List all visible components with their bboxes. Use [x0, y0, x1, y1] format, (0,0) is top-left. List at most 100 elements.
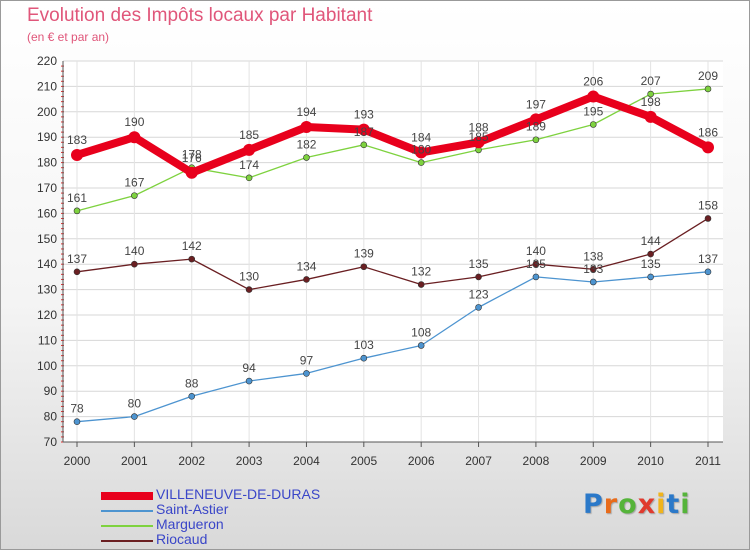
- data-label-riocaud: 135: [469, 257, 489, 271]
- data-label-margueron: 189: [526, 120, 546, 134]
- x-tick-label: 2004: [293, 454, 320, 468]
- data-point-villeneuve-de-duras: [472, 136, 485, 149]
- data-point-riocaud: [417, 281, 425, 288]
- data-point-saint-astier: [475, 304, 482, 311]
- legend-swatch: [101, 539, 153, 542]
- y-tick-label: 160: [37, 206, 57, 220]
- data-labels: 78 80 88 94 97 103 108 123 135 133 135 137 137 140 142…: [67, 69, 718, 416]
- y-tick-label: 100: [37, 359, 57, 373]
- x-tick-label: 2007: [465, 454, 492, 468]
- data-label-riocaud: 158: [698, 198, 718, 212]
- data-point-riocaud: [704, 215, 712, 222]
- data-point-villeneuve-de-duras: [128, 131, 141, 144]
- y-tick-label: 130: [37, 283, 57, 297]
- y-tick-label: 200: [37, 105, 57, 119]
- data-point-villeneuve-de-duras: [415, 146, 428, 159]
- data-point-villeneuve-de-duras: [185, 166, 198, 179]
- data-label-margueron: 207: [641, 74, 661, 88]
- data-point-villeneuve-de-duras: [243, 143, 256, 156]
- data-point-villeneuve-de-duras: [357, 123, 370, 136]
- data-point-saint-astier: [647, 273, 654, 281]
- data-point-riocaud: [73, 268, 81, 276]
- data-point-saint-astier: [245, 377, 253, 385]
- legend-swatch: [101, 509, 153, 512]
- data-label-riocaud: 132: [411, 265, 431, 279]
- data-point-villeneuve-de-duras: [300, 121, 313, 134]
- series-line-villeneuve-de-duras: [73, 92, 712, 177]
- data-label-saint-astier: 133: [583, 262, 603, 276]
- data-label-villeneuve-de-duras: 185: [239, 128, 259, 142]
- data-label-saint-astier: 137: [698, 252, 718, 266]
- data-label-saint-astier: 108: [411, 325, 431, 339]
- data-label-villeneuve-de-duras: 206: [583, 75, 603, 89]
- data-point-margueron: [704, 85, 712, 93]
- data-label-saint-astier: 94: [242, 361, 256, 375]
- data-label-villeneuve-de-duras: 194: [296, 105, 316, 119]
- data-point-margueron: [245, 174, 253, 182]
- chart-subtitle: (en € et par an): [27, 30, 110, 44]
- data-label-saint-astier: 103: [354, 338, 374, 352]
- proxiti-logo: Proxiti: [583, 489, 691, 520]
- data-label-riocaud: 140: [124, 244, 144, 258]
- data-label-villeneuve-de-duras: 184: [411, 130, 431, 144]
- data-label-riocaud: 140: [526, 244, 546, 258]
- data-point-saint-astier: [532, 273, 540, 281]
- data-point-margueron: [131, 192, 138, 199]
- data-point-margueron: [360, 141, 368, 149]
- data-label-villeneuve-de-duras: 188: [469, 120, 489, 134]
- data-label-riocaud: 137: [67, 252, 87, 266]
- data-point-margueron: [647, 90, 654, 98]
- grid: [63, 60, 723, 443]
- data-point-villeneuve-de-duras: [702, 141, 714, 154]
- y-tick-label: 180: [37, 156, 57, 170]
- data-point-villeneuve-de-duras: [644, 110, 657, 123]
- data-label-riocaud: 130: [239, 270, 259, 284]
- data-label-riocaud: 142: [182, 239, 202, 253]
- data-label-margueron: 195: [583, 105, 603, 119]
- data-label-margueron: 185: [469, 130, 489, 144]
- axes: 7080901001101201301401501601701801902002…: [37, 54, 723, 468]
- legend-label: Riocaud: [156, 531, 208, 547]
- data-point-riocaud: [475, 273, 482, 281]
- data-label-saint-astier: 123: [469, 287, 489, 301]
- data-point-saint-astier: [704, 268, 712, 276]
- legend-label: VILLENEUVE-DE-DURAS: [156, 486, 321, 502]
- data-label-margueron: 161: [67, 191, 87, 205]
- data-point-saint-astier: [589, 278, 597, 286]
- x-tick-label: 2000: [64, 454, 91, 468]
- data-point-villeneuve-de-duras: [587, 90, 600, 103]
- data-point-saint-astier: [303, 370, 310, 377]
- data-point-saint-astier: [360, 354, 368, 362]
- data-point-riocaud: [245, 286, 253, 293]
- data-point-saint-astier: [188, 392, 196, 400]
- x-tick-label: 2002: [178, 454, 205, 468]
- data-point-saint-astier: [131, 413, 138, 420]
- data-point-riocaud: [360, 263, 368, 271]
- x-tick-label: 2001: [121, 454, 148, 468]
- y-tick-label: 80: [44, 410, 58, 424]
- legend-label: Margueron: [156, 516, 224, 532]
- x-tick-label: 2010: [637, 454, 664, 468]
- data-label-margueron: 167: [124, 176, 144, 190]
- data-point-villeneuve-de-duras: [529, 113, 542, 126]
- y-tick-label: 120: [37, 308, 57, 322]
- x-tick-label: 2006: [408, 454, 435, 468]
- data-label-riocaud: 134: [296, 259, 316, 273]
- y-tick-label: 140: [37, 257, 57, 271]
- data-label-margueron: 178: [182, 148, 202, 162]
- data-point-margueron: [417, 159, 425, 166]
- data-label-saint-astier: 97: [300, 353, 314, 367]
- data-point-margueron: [532, 136, 540, 144]
- data-label-villeneuve-de-duras: 176: [182, 151, 202, 165]
- x-tick-label: 2011: [695, 454, 721, 468]
- data-point-margueron: [589, 121, 597, 128]
- data-point-margueron: [303, 154, 310, 161]
- series-layer: [71, 85, 714, 425]
- data-label-villeneuve-de-duras: 183: [67, 133, 87, 147]
- data-point-riocaud: [188, 255, 196, 263]
- data-label-margueron: 187: [354, 125, 374, 139]
- y-tick-label: 220: [37, 54, 57, 68]
- data-point-riocaud: [589, 265, 597, 273]
